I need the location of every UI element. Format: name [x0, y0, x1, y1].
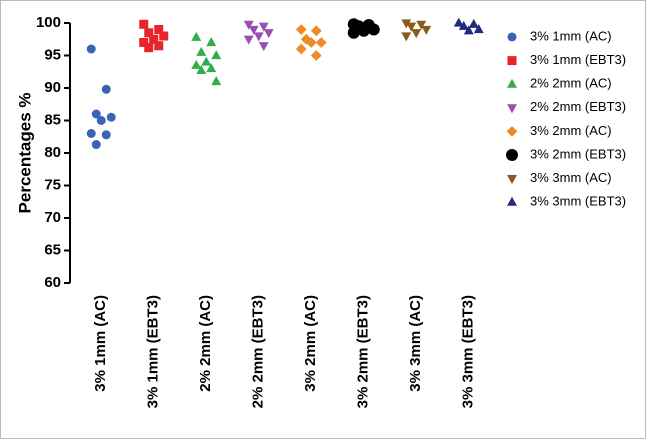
point — [144, 43, 154, 53]
point — [401, 32, 412, 42]
point — [201, 56, 212, 66]
x-tick-label: 3% 2mm (AC) — [302, 295, 319, 392]
y-tick-label: 95 — [44, 46, 61, 63]
y-tick-label: 100 — [36, 14, 61, 31]
y-tick-label: 90 — [44, 79, 61, 96]
point — [91, 140, 101, 150]
point — [421, 25, 432, 35]
x-tick-label: 3% 3mm (EBT3) — [460, 295, 477, 408]
point — [86, 129, 96, 138]
point — [211, 50, 222, 60]
point — [243, 35, 254, 45]
legend-label: 3% 2mm (AC) — [530, 123, 612, 138]
y-tick-label: 70 — [44, 209, 61, 226]
point — [411, 29, 422, 39]
point — [206, 63, 217, 73]
point — [305, 37, 317, 48]
legend-marker — [507, 32, 517, 42]
point — [315, 37, 327, 48]
point — [310, 25, 322, 37]
point — [263, 29, 274, 39]
point — [211, 76, 222, 86]
legend-marker — [506, 126, 518, 137]
point — [347, 26, 360, 39]
point — [154, 25, 164, 34]
point — [463, 25, 474, 35]
point — [86, 44, 96, 54]
point — [196, 65, 207, 75]
point — [406, 22, 417, 32]
point — [473, 24, 484, 34]
x-tick-label: 2% 2mm (EBT3) — [250, 295, 267, 408]
point — [401, 19, 412, 29]
point — [357, 24, 370, 37]
point — [139, 38, 149, 47]
point — [191, 31, 202, 41]
legend-marker — [506, 149, 518, 161]
legend-label: 3% 2mm (EBT3) — [530, 146, 626, 161]
point — [310, 50, 322, 61]
point — [258, 22, 269, 32]
point — [101, 84, 111, 94]
legend-label: 2% 2mm (EBT3) — [530, 99, 626, 114]
point — [196, 46, 207, 56]
point — [101, 130, 111, 140]
legend-marker — [507, 56, 517, 66]
point — [139, 19, 149, 29]
y-tick-label: 65 — [44, 241, 61, 258]
y-tick-label: 80 — [44, 144, 61, 161]
point — [253, 32, 264, 42]
point — [458, 20, 469, 30]
legend-marker — [507, 196, 517, 206]
point — [295, 24, 307, 35]
point — [453, 17, 464, 27]
point — [154, 41, 164, 51]
legend-marker — [507, 175, 517, 184]
y-tick-label: 85 — [44, 111, 61, 128]
point — [159, 31, 169, 41]
point — [191, 59, 202, 69]
point — [149, 34, 159, 44]
point — [367, 23, 380, 36]
point — [416, 20, 427, 30]
x-tick-label: 2% 2mm (AC) — [197, 295, 214, 392]
point — [300, 33, 312, 45]
legend-label: 2% 2mm (AC) — [530, 76, 612, 91]
y-tick-label: 60 — [44, 274, 61, 291]
point — [96, 116, 106, 125]
point — [468, 18, 479, 28]
x-tick-label: 3% 2mm (EBT3) — [355, 295, 372, 408]
point — [206, 37, 217, 47]
point — [106, 112, 116, 122]
x-tick-label: 3% 1mm (EBT3) — [145, 295, 162, 408]
x-tick-label: 3% 3mm (AC) — [407, 295, 424, 392]
legend-label: 3% 1mm (AC) — [530, 28, 612, 43]
point — [91, 109, 101, 119]
legend-label: 3% 3mm (EBT3) — [530, 194, 626, 209]
point — [248, 25, 259, 35]
x-tick-label: 3% 1mm (AC) — [92, 295, 109, 392]
point — [258, 42, 269, 52]
legend-marker — [507, 104, 517, 114]
point — [295, 43, 307, 55]
y-tick-label: 75 — [44, 176, 61, 193]
legend-label: 3% 1mm (EBT3) — [530, 52, 626, 67]
legend-label: 3% 3mm (AC) — [530, 170, 612, 185]
legend-marker — [507, 78, 517, 88]
y-axis-label: Percentages % — [15, 93, 34, 214]
point — [144, 28, 154, 38]
point — [243, 20, 254, 30]
